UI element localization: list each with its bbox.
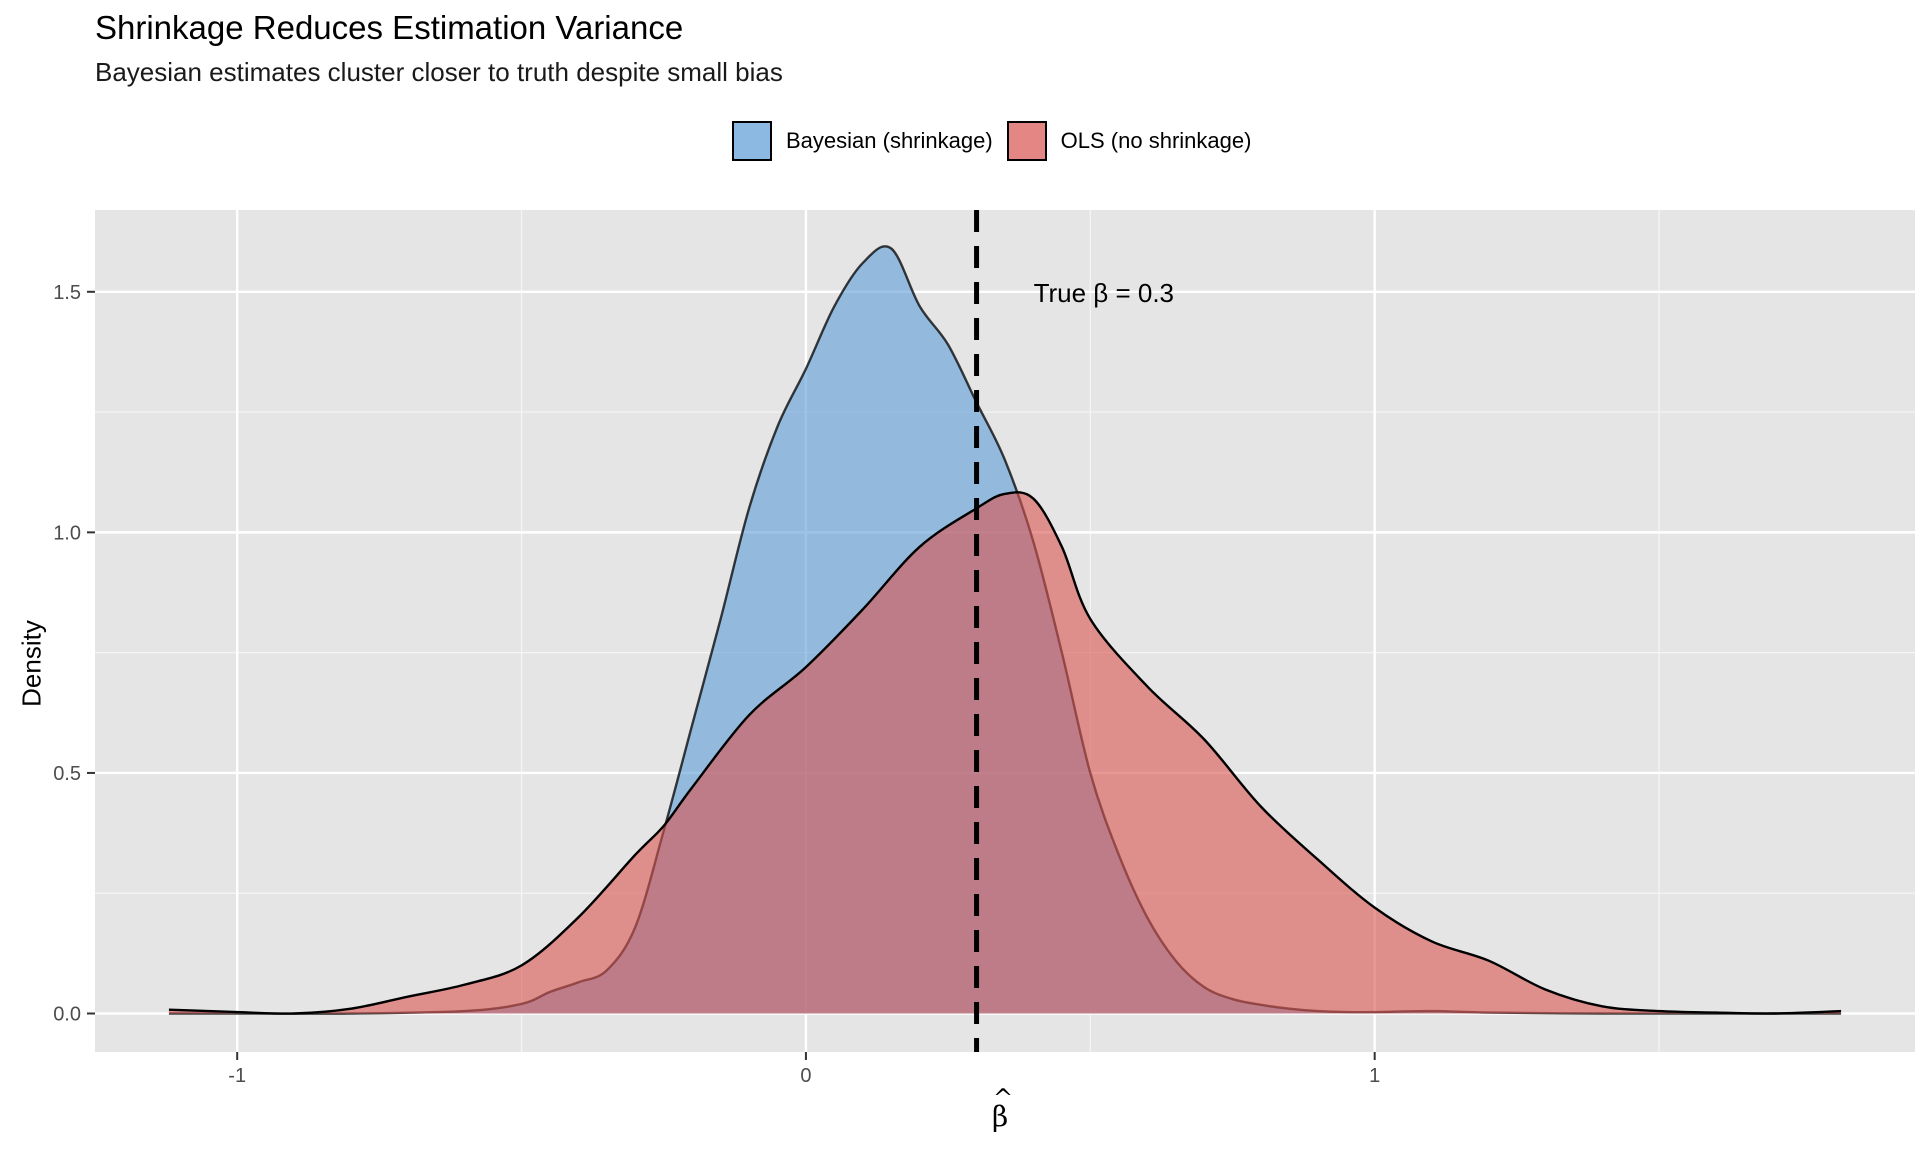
x-axis-title: ^ β: [992, 1084, 1013, 1133]
legend-item-bayesian: Bayesian (shrinkage): [732, 121, 993, 161]
density-area-ols: [168, 492, 1842, 1014]
x-axis-hat: ^: [993, 1084, 1014, 1112]
x-tick-label: 1: [1369, 1065, 1380, 1087]
chart-title: Shrinkage Reduces Estimation Variance: [95, 9, 684, 46]
legend: Bayesian (shrinkage) OLS (no shrinkage): [732, 118, 1265, 164]
true-value-annotation: True β = 0.3: [1034, 278, 1174, 308]
legend-item-ols: OLS (no shrinkage): [1006, 121, 1252, 161]
y-tick-label: 0.0: [53, 1004, 81, 1026]
x-tick-label: 0: [800, 1065, 811, 1087]
legend-label-bayesian: Bayesian (shrinkage): [786, 128, 993, 153]
x-tick-label: -1: [228, 1065, 246, 1087]
legend-swatch-ols: [1006, 121, 1047, 161]
legend-swatch-bayesian: [732, 121, 772, 161]
y-tick-label: 1.0: [53, 522, 81, 544]
density-outline-ols: [168, 491, 1842, 1015]
legend-label-ols: OLS (no shrinkage): [1060, 128, 1252, 153]
x-axis-symbol: β: [992, 1100, 1009, 1133]
y-tick-label: 0.5: [53, 763, 81, 785]
y-tick-label: 1.5: [53, 282, 81, 304]
y-axis-title: Density: [16, 620, 47, 707]
chart-subtitle: Bayesian estimates cluster closer to tru…: [95, 57, 783, 87]
